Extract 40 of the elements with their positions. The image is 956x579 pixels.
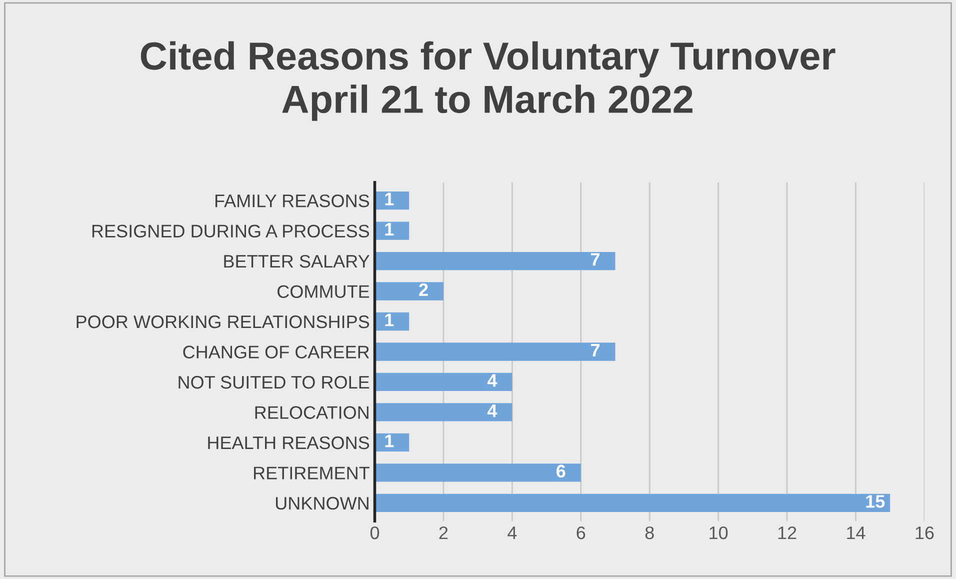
data-label: 1	[385, 223, 394, 236]
bar	[374, 403, 512, 422]
x-tick-label: 8	[645, 526, 654, 540]
data-label: 7	[591, 344, 600, 356]
data-label: 7	[591, 253, 600, 266]
data-label: 4	[487, 374, 498, 387]
x-tick-label: 0	[370, 526, 380, 540]
data-label: 2	[419, 283, 428, 296]
chart-title: Cited Reasons for Voluntary Turnover April 21 to March 2022	[140, 41, 836, 121]
x-tick-label: 6	[576, 526, 586, 540]
y-tick-label: BETTER SALARY	[224, 254, 370, 268]
y-tick-label: HEALTH REASONS	[208, 436, 370, 450]
x-tick-label: 16	[916, 526, 934, 540]
y-tick-label: RESIGNED DURING A PROCESS	[92, 224, 370, 238]
bar	[374, 222, 410, 240]
bar	[374, 342, 616, 361]
bar	[374, 494, 890, 512]
y-tick-label: RETIREMENT	[254, 466, 370, 480]
x-tick-label: 14	[847, 526, 866, 540]
y-tick-label: POOR WORKING RELATIONSHIPS	[76, 315, 370, 328]
y-tick-label: COMMUTE	[278, 285, 370, 298]
y-tick-label: RELOCATION	[255, 406, 368, 419]
bar	[374, 282, 444, 300]
data-label: 6	[556, 464, 566, 478]
x-tick-label: 12	[778, 526, 796, 540]
data-label: 1	[385, 192, 394, 206]
data-label: 4	[487, 404, 498, 417]
y-tick-label: UNKNOWN	[276, 496, 368, 510]
y-tick-label: FAMILY REASONS	[215, 194, 370, 208]
x-tick-label: 4	[508, 526, 517, 540]
data-label: 1	[385, 434, 394, 448]
y-tick-label: NOT SUITED TO ROLE	[178, 376, 370, 389]
data-label: 15	[866, 495, 885, 508]
y-tick-label: CHANGE OF CAREER	[183, 346, 370, 358]
bar	[374, 372, 512, 392]
bar	[374, 252, 616, 270]
bar	[374, 464, 581, 482]
x-tick-label: 2	[439, 526, 448, 540]
x-tick-label: 10	[710, 526, 728, 540]
data-label: 1	[385, 314, 394, 326]
